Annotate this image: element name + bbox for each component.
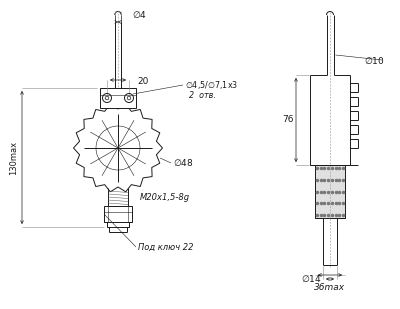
Bar <box>100 88 136 108</box>
Text: 2  отв.: 2 отв. <box>189 91 216 99</box>
Text: 20: 20 <box>137 78 148 87</box>
Text: $\varnothing$48: $\varnothing$48 <box>173 158 194 168</box>
Polygon shape <box>74 104 162 192</box>
Text: M20x1,5-8g: M20x1,5-8g <box>140 193 190 202</box>
Text: 76: 76 <box>282 116 294 125</box>
Text: 36max: 36max <box>314 283 346 292</box>
Text: Под ключ 22: Под ключ 22 <box>138 243 194 252</box>
Bar <box>104 206 132 222</box>
Text: 130max: 130max <box>10 140 18 175</box>
Text: $\varnothing$4,5/$\varnothing$7,1x3: $\varnothing$4,5/$\varnothing$7,1x3 <box>185 79 238 91</box>
Bar <box>315 165 345 218</box>
Text: $\varnothing$4: $\varnothing$4 <box>132 9 147 20</box>
Text: $\varnothing$10: $\varnothing$10 <box>364 54 385 66</box>
Text: $\varnothing$14: $\varnothing$14 <box>301 273 322 283</box>
